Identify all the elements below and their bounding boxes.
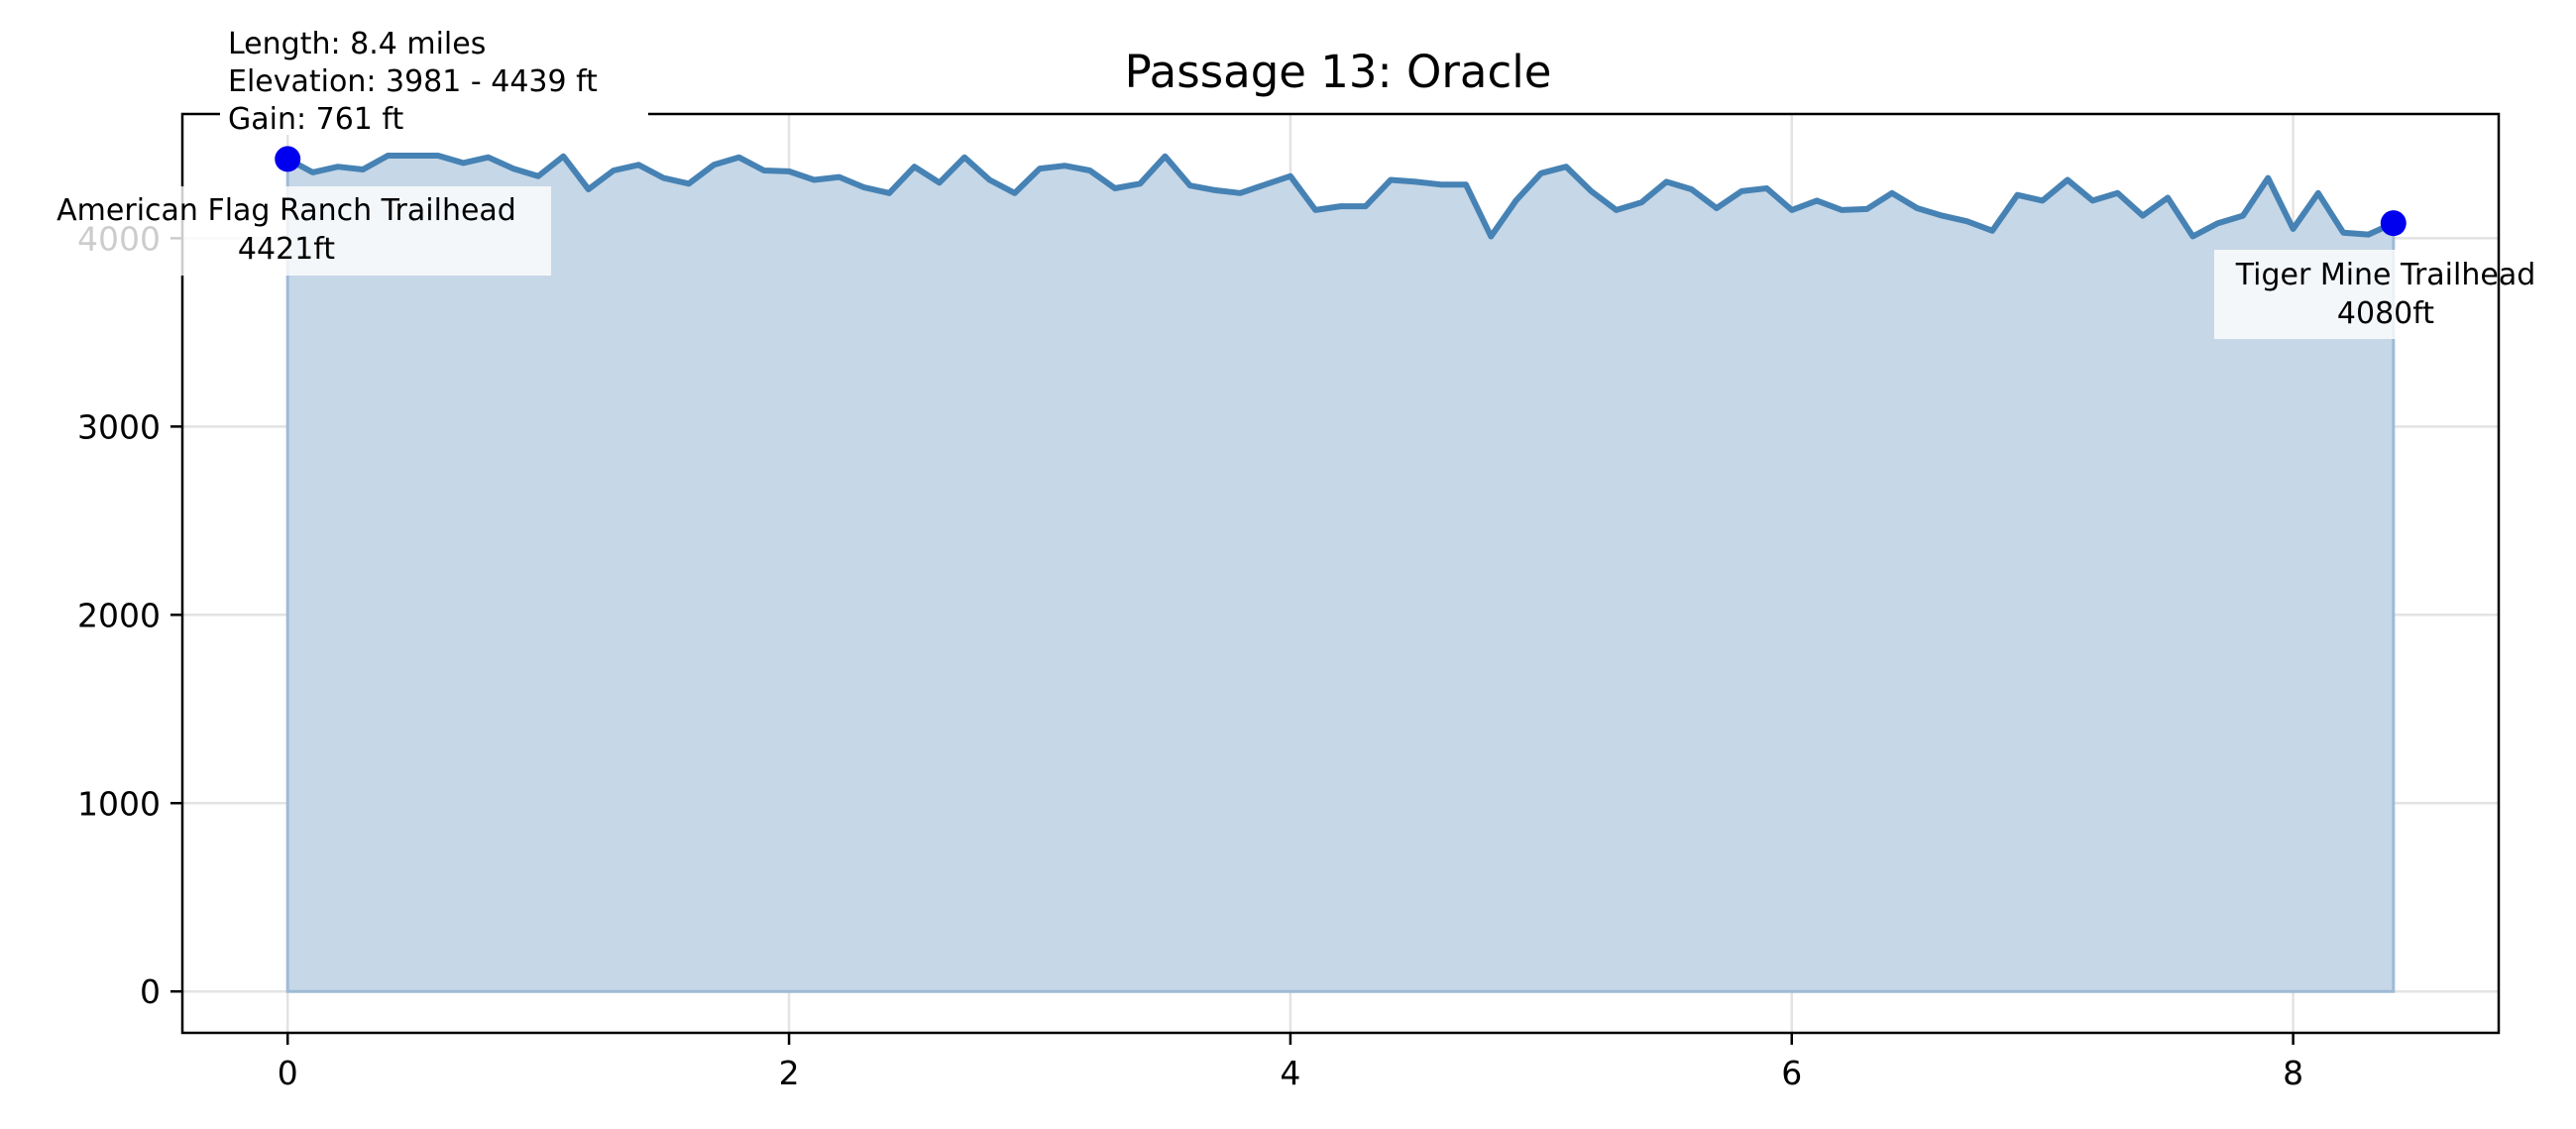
x-tick-label: 2 (779, 1054, 800, 1092)
end-point-name: Tiger Mine Trailhead (2235, 258, 2536, 292)
x-tick-label: 6 (1781, 1054, 1802, 1092)
y-tick-label: 1000 (77, 784, 161, 823)
end-point-elevation: 4080ft (2337, 296, 2434, 331)
stats-length: Length: 8.4 miles (228, 27, 486, 61)
elevation-area (285, 154, 2396, 993)
x-axis: 0 2 4 6 8 (278, 1033, 2303, 1092)
stats-box (220, 18, 648, 135)
end-label-box (2214, 250, 2494, 339)
chart-title: Passage 13: Oracle (1125, 46, 1552, 98)
stats-elevation: Elevation: 3981 - 4439 ft (228, 64, 598, 99)
x-tick-label: 4 (1280, 1054, 1300, 1092)
stats-gain: Gain: 761 ft (228, 102, 403, 137)
elevation-line (285, 153, 2396, 240)
x-tick-label: 8 (2283, 1054, 2303, 1092)
x-tick-label: 0 (278, 1054, 298, 1092)
y-tick-label: 2000 (77, 596, 161, 634)
plot-frame (180, 112, 2501, 1035)
start-point-elevation: 4421ft (238, 232, 335, 267)
start-point-marker (275, 146, 301, 172)
start-point-name: American Flag Ranch Trailhead (56, 193, 516, 228)
y-tick-label: 3000 (77, 407, 161, 446)
end-point-marker (2380, 210, 2407, 237)
start-label-box (22, 186, 551, 276)
y-tick-label: 0 (140, 972, 161, 1011)
